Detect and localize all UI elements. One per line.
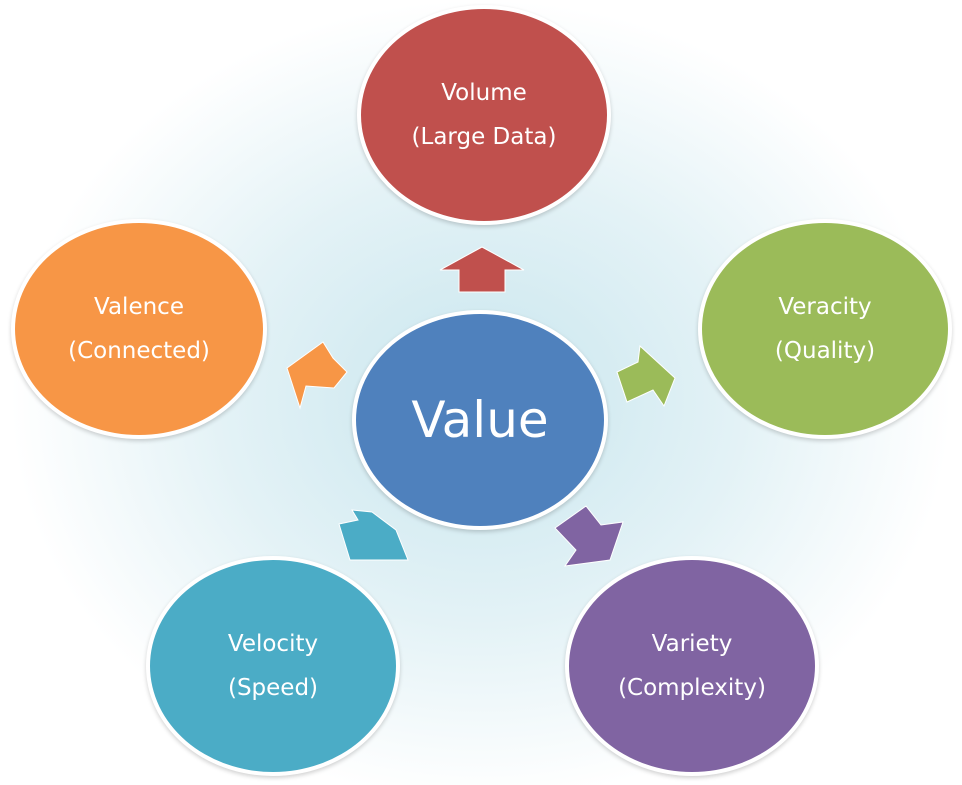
- node-variety-subtitle: (Complexity): [618, 675, 766, 701]
- node-veracity: Veracity (Quality): [698, 219, 952, 439]
- node-value-center: Value: [352, 310, 608, 530]
- node-volume-title: Volume: [441, 80, 527, 106]
- node-variety: Variety (Complexity): [565, 556, 819, 776]
- node-veracity-title: Veracity: [778, 294, 872, 320]
- arrow-left-icon: [286, 341, 348, 410]
- node-volume: Volume (Large Data): [357, 5, 611, 225]
- node-velocity: Velocity (Speed): [146, 556, 400, 776]
- arrow-down-left-icon: [338, 509, 409, 561]
- node-valence-title: Valence: [94, 294, 184, 320]
- node-veracity-subtitle: (Quality): [774, 338, 876, 364]
- node-value-label: Value: [411, 391, 549, 449]
- arrow-down-right-icon: [554, 505, 624, 567]
- node-velocity-title: Velocity: [227, 631, 319, 657]
- node-variety-title: Variety: [651, 631, 733, 657]
- node-velocity-subtitle: (Speed): [227, 675, 319, 701]
- arrow-up-icon: [439, 246, 525, 293]
- node-valence-subtitle: (Connected): [68, 338, 210, 364]
- node-volume-subtitle: (Large Data): [411, 124, 557, 150]
- arrow-right-icon: [616, 344, 676, 408]
- node-valence: Valence (Connected): [11, 219, 267, 439]
